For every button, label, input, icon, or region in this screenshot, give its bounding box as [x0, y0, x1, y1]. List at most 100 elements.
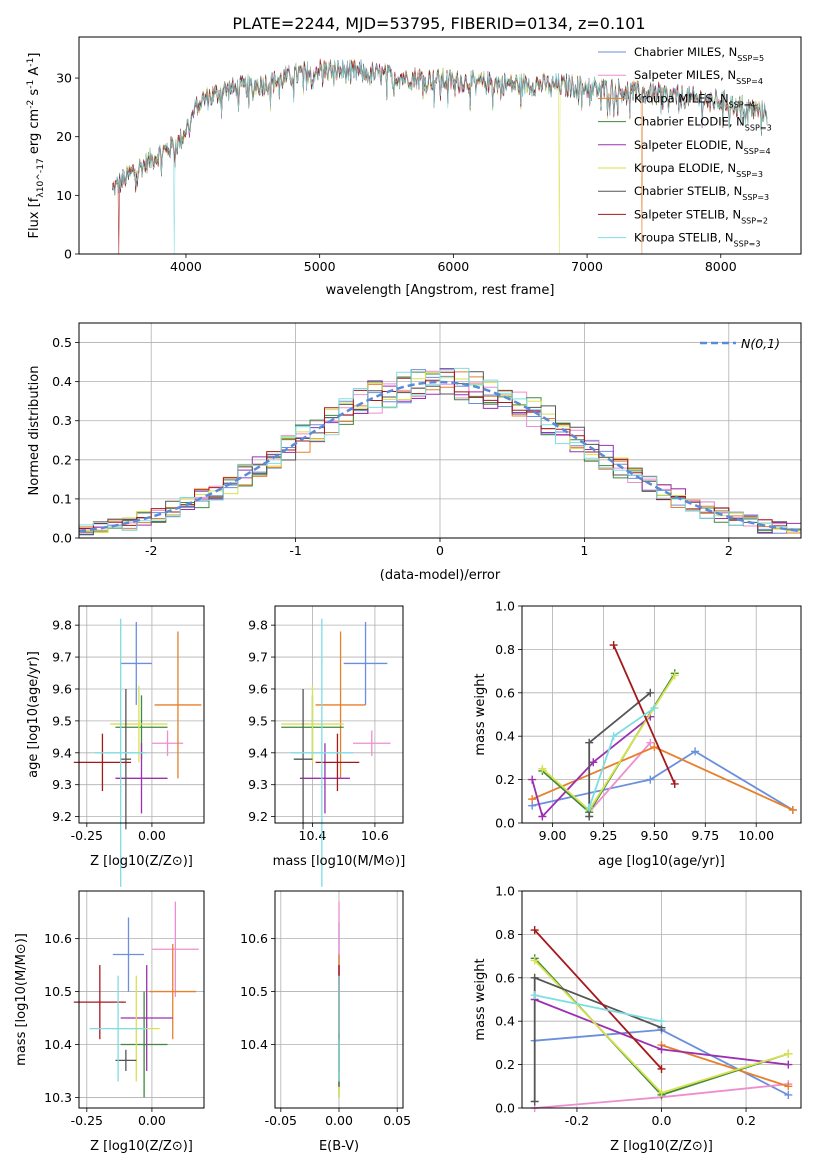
y-tick-label: 0.3	[52, 413, 72, 428]
x-tick-label: 10.4	[299, 828, 327, 843]
age_vs_Z-axes: -0.25 0.00 9.2 9.3 9.4 9.5 9.6 9.7 9.8	[52, 606, 204, 843]
y-tick-label: 9.4	[248, 745, 268, 760]
legend-label: Salpeter STELIB, NSSP=2	[634, 207, 768, 225]
y-tick-label: 0.8	[495, 642, 515, 657]
y-tick-label: 1.0	[495, 599, 515, 614]
y-tick-label: 10.5	[44, 984, 72, 999]
y-axis-label: Normed distribution	[27, 366, 42, 496]
weight-marker	[670, 671, 679, 680]
x-tick-label: 0	[436, 543, 444, 558]
weight-marker	[784, 1049, 793, 1058]
spectrum-line-9	[112, 59, 768, 255]
y-tick-label: 9.8	[248, 618, 268, 633]
x-tick-label: 9.25	[590, 828, 618, 843]
axes-frame	[78, 890, 205, 1109]
y-tick-label: 0.8	[495, 927, 515, 942]
legend-label: Kroupa STELIB, NSSP=3	[634, 231, 760, 249]
weight-marker	[585, 738, 594, 747]
y-tick-label: 20	[56, 129, 72, 144]
weight-marker	[646, 775, 655, 784]
x-tick-label: 2	[725, 543, 733, 558]
x-tick-label: 8000	[705, 259, 737, 274]
y-axis-label: Flux [fλ10^-17 erg cm-2 s-1 A-1]	[26, 53, 46, 239]
x-tick-label: 0.00	[138, 828, 166, 843]
weight-marker	[657, 1017, 666, 1026]
weight-marker	[646, 738, 655, 747]
x-tick-label: -1	[289, 543, 301, 558]
x-tick-label: 0.05	[383, 1113, 411, 1128]
weight-marker	[650, 743, 659, 752]
x-tick-label: 0.00	[138, 1113, 166, 1128]
x-tick-label: 10.00	[738, 828, 774, 843]
y-tick-label: 9.6	[52, 681, 72, 696]
y-tick-label: 0.2	[495, 772, 515, 787]
weight-marker	[585, 812, 594, 821]
x-tick-label: 7000	[571, 259, 603, 274]
weight-line-9	[534, 994, 662, 1023]
y-tick-label: 0.4	[52, 374, 72, 389]
x-axis-label: E(B-V)	[319, 1139, 359, 1154]
weight-marker	[784, 1082, 793, 1091]
x-tick-label: 9.50	[640, 828, 668, 843]
x-axis-label: age [log10(age/yr)]	[598, 854, 725, 869]
y-tick-label: 9.6	[248, 681, 268, 696]
weight-marker	[530, 991, 539, 1000]
x-tick-label: 0.2	[736, 1113, 756, 1128]
y-tick-label: 0.2	[495, 1057, 515, 1072]
weight-marker	[657, 1088, 666, 1097]
y-tick-label: 9.5	[248, 713, 268, 728]
y-tick-label: 9.2	[248, 809, 268, 824]
normal-reference-curve	[78, 380, 802, 533]
weight-line-1	[532, 750, 794, 811]
y-tick-label: 9.7	[52, 650, 72, 665]
weight-marker	[585, 803, 594, 812]
y-tick-label: 9.5	[52, 713, 72, 728]
x-tick-label: 0.00	[325, 1113, 353, 1128]
y-tick-label: 9.2	[52, 809, 72, 824]
y-tick-label: 1.0	[495, 884, 515, 899]
weight-marker	[784, 1060, 793, 1069]
x-tick-label: 10.6	[361, 828, 389, 843]
weight-marker	[530, 956, 539, 965]
weight-marker	[589, 758, 598, 767]
x-tick-label: 0.0	[652, 1113, 672, 1128]
legend-label: Chabrier MILES, NSSP=5	[634, 45, 764, 63]
x-tick-label: 4000	[170, 259, 202, 274]
x-tick-label: 9.75	[691, 828, 719, 843]
x-tick-label: -0.05	[265, 1113, 297, 1128]
y-tick-label: 0.0	[52, 531, 72, 546]
y-tick-label: 0.1	[52, 491, 72, 506]
x-axis-label: (data-model)/error	[380, 568, 501, 583]
y-tick-label: 9.8	[52, 618, 72, 633]
y-tick-label: 9.7	[248, 650, 268, 665]
weight-marker	[670, 779, 679, 788]
y-tick-label: 0.5	[52, 335, 72, 350]
axes-frame	[78, 36, 802, 255]
y-tick-label: 10.3	[44, 1090, 72, 1105]
y-tick-label: 10.4	[240, 1037, 268, 1052]
weight-marker	[528, 795, 537, 804]
x-axis-label: wavelength [Angstrom, rest frame]	[326, 283, 555, 298]
weight-line-5	[531, 715, 651, 819]
x-tick-label: -0.25	[71, 1113, 103, 1128]
weight-marker	[657, 1064, 666, 1073]
mass_vs_ebv-axes: -0.05 0.00 0.05 10.4 10.5 10.6	[240, 891, 411, 1128]
weight-line-8	[534, 929, 663, 1070]
weight-marker	[538, 764, 547, 773]
figure-title: PLATE=2244, MJD=53795, FIBERID=0134, z=0…	[232, 14, 645, 33]
y-tick-label: 9.4	[52, 745, 72, 760]
weight-marker	[530, 1097, 539, 1106]
legend-label: Kroupa MILES, NSSP=4	[634, 91, 755, 109]
x-tick-label: -2	[145, 543, 157, 558]
axes-frame	[521, 890, 802, 1109]
y-tick-label: 10.5	[240, 984, 268, 999]
y-tick-label: 0.4	[495, 1014, 515, 1029]
legend-label: Chabrier STELIB, NSSP=3	[634, 184, 769, 202]
weight-marker	[530, 926, 539, 935]
legend-label: N(0,1)	[741, 336, 780, 351]
legend-label: Salpeter MILES, NSSP=4	[634, 68, 763, 86]
legend-label: Salpeter ELODIE, NSSP=4	[634, 138, 771, 156]
spectrum-axes: 4000 5000 6000 7000 8000 0 10 20 30	[56, 71, 737, 274]
y-tick-label: 0.0	[495, 816, 515, 831]
